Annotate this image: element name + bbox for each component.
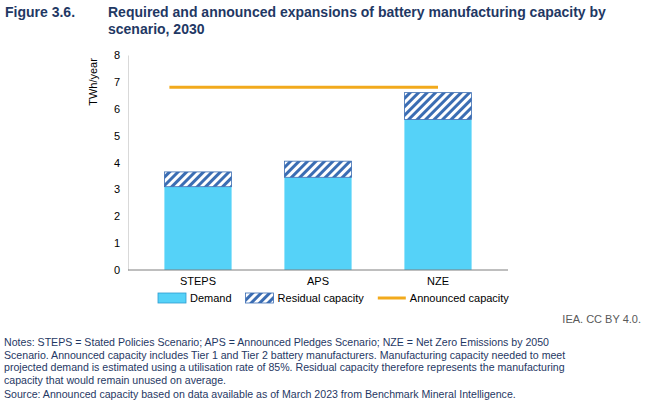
announced-line: [169, 86, 438, 89]
y-tick: 3: [114, 183, 128, 195]
legend-swatch: [378, 297, 406, 300]
title-line: Required and announced expansions of bat…: [108, 4, 606, 20]
y-tick: 7: [114, 76, 128, 88]
legend-swatch: [158, 293, 186, 303]
y-axis-title: TWh/year: [87, 58, 99, 106]
y-tick-label: 5: [114, 130, 120, 142]
legend-item: Demand: [158, 292, 232, 304]
legend: Demand Residual capacity Announced capacit…: [158, 292, 509, 304]
y-tick: 4: [114, 157, 128, 169]
y-tick-label: 0: [114, 264, 120, 276]
legend-label: Announced capacity: [410, 292, 510, 304]
x-tick: STEPS: [180, 270, 216, 287]
y-tick-label: 7: [114, 76, 120, 88]
bar-segment: [164, 172, 231, 187]
y-tick: 5: [114, 130, 128, 142]
y-tick: 0: [114, 264, 128, 276]
y-axis-line: [128, 56, 129, 271]
x-tick-label: STEPS: [180, 275, 216, 287]
legend-item: Announced capacity: [378, 292, 510, 304]
x-axis-line: [128, 270, 508, 271]
y-tick: 1: [114, 237, 128, 249]
y-tick: 6: [114, 103, 128, 115]
y-axis: 0 1 2 3 4 5 6 7 8: [114, 49, 129, 276]
x-tick: APS: [307, 270, 329, 287]
y-tick-label: 8: [114, 49, 120, 61]
y-tick-label: 1: [114, 237, 120, 249]
bar-segment: [164, 187, 231, 270]
title-line: scenario, 2030: [108, 21, 205, 37]
y-tick-label: 3: [114, 183, 120, 195]
figure-number: Figure 3.6.: [5, 4, 75, 20]
y-tick-label: 2: [114, 210, 120, 222]
title: Required and announced expansions of bat…: [108, 4, 606, 37]
x-axis: STEPS APS NZE: [128, 270, 508, 287]
source: Source: Announced capacity based on data…: [4, 388, 516, 400]
y-tick-label: 4: [114, 157, 120, 169]
bar-segment: [284, 177, 351, 270]
note: capacity that would remain unused on ave…: [4, 374, 226, 386]
legend-swatch: [246, 293, 274, 303]
credit: IEA. CC BY 4.0.: [562, 313, 641, 325]
legend-label: Demand: [190, 292, 232, 304]
legend-label: Residual capacity: [278, 292, 365, 304]
plot-marks: [164, 87, 471, 270]
bar-segment: [404, 120, 471, 271]
bar-segment: [404, 93, 471, 120]
x-tick-label: APS: [307, 275, 329, 287]
y-tick: 8: [114, 49, 128, 61]
legend-item: Residual capacity: [246, 292, 365, 304]
bar-segment: [284, 161, 351, 177]
note: Scenario. Announced capacity includes Ti…: [4, 349, 565, 361]
note: Notes: STEPS = Stated Policies Scenario;…: [4, 336, 549, 348]
x-tick-label: NZE: [427, 275, 449, 287]
x-tick: NZE: [427, 270, 449, 287]
note: projected demand is estimated using a ut…: [4, 361, 565, 373]
y-tick: 2: [114, 210, 128, 222]
chart: Figure 3.6. Required and announced expans…: [0, 0, 647, 409]
y-tick-label: 6: [114, 103, 120, 115]
